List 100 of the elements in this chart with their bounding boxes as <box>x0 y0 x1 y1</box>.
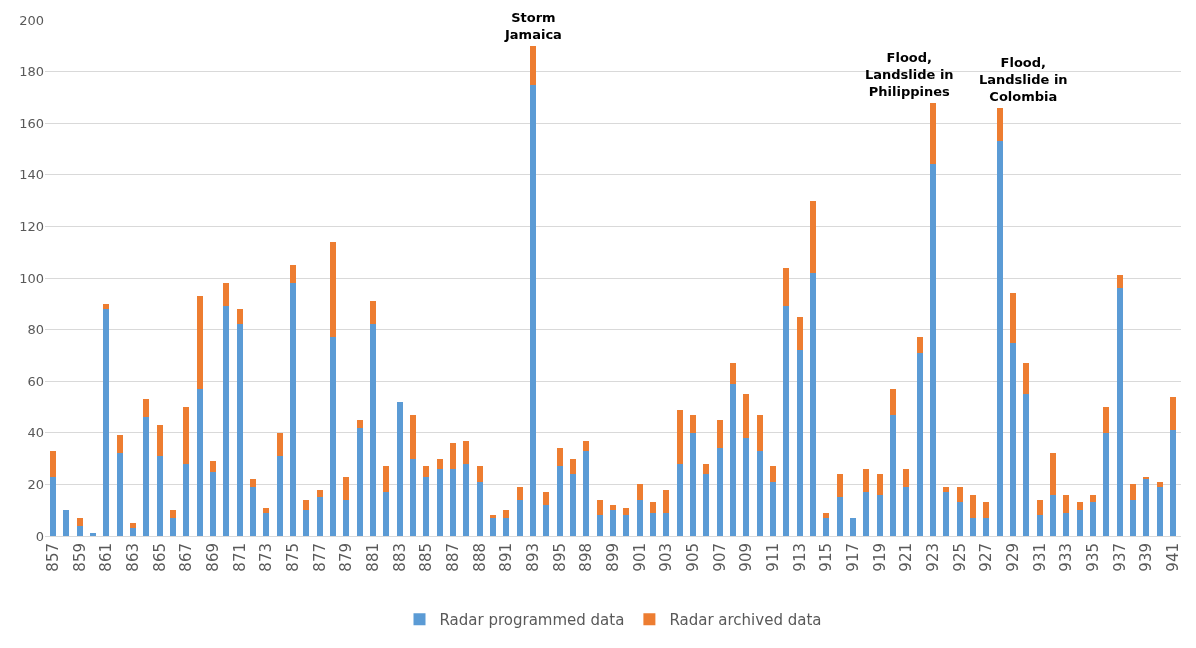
bar <box>503 510 510 518</box>
bar <box>116 453 123 536</box>
bar <box>1076 502 1083 511</box>
bar <box>450 443 456 469</box>
x-tick-label: 879 <box>337 543 356 572</box>
bar <box>676 463 683 536</box>
x-tick-label: 899 <box>603 543 622 572</box>
bar <box>183 407 190 464</box>
bar <box>383 466 390 493</box>
bar <box>730 383 736 536</box>
bar <box>316 497 323 536</box>
bar <box>1103 407 1110 433</box>
bar <box>1116 275 1123 289</box>
annotation: Flood, Landslide in Philippines <box>865 50 954 99</box>
bar <box>583 440 590 451</box>
x-tick-label: 911 <box>763 543 782 572</box>
bar <box>743 437 750 536</box>
y-tick-label: 100 <box>19 270 44 286</box>
x-tick-label: 898 <box>577 543 596 572</box>
x-tick-label: 861 <box>97 543 116 572</box>
bar <box>716 448 723 536</box>
bar <box>196 296 203 389</box>
y-tick-label: 160 <box>19 115 44 131</box>
bar <box>63 510 70 536</box>
bar <box>170 510 176 518</box>
bar <box>276 432 283 457</box>
x-tick-label: 893 <box>523 543 542 572</box>
bar <box>1063 494 1070 513</box>
bar <box>450 468 456 536</box>
y-tick-label: 0 <box>35 528 44 544</box>
bar <box>1116 288 1123 536</box>
bar <box>636 484 643 500</box>
bar <box>770 481 776 536</box>
bar <box>943 492 950 536</box>
bar <box>836 474 843 498</box>
bar <box>303 499 310 511</box>
bar <box>1063 512 1070 536</box>
x-tick-label: 869 <box>203 543 222 572</box>
bar <box>250 479 256 487</box>
bar <box>703 474 710 536</box>
bar <box>543 505 550 536</box>
bar <box>796 350 803 536</box>
bar <box>276 456 283 536</box>
bar <box>383 492 390 536</box>
x-tick-label: 925 <box>950 543 969 572</box>
bar <box>636 499 643 536</box>
y-tick-label: 180 <box>19 64 44 80</box>
bar <box>756 450 763 536</box>
bar <box>1050 453 1056 495</box>
legend-label: Radar archived data <box>669 611 822 630</box>
x-tick-label: 927 <box>977 543 996 572</box>
bar <box>223 306 230 536</box>
bar <box>196 388 203 536</box>
bar <box>463 440 470 464</box>
bar <box>210 461 216 472</box>
bar <box>1170 430 1176 536</box>
legend-label: Radar programmed data <box>439 611 625 630</box>
bar <box>530 45 536 85</box>
x-tick-label: 859 <box>70 543 89 572</box>
bar <box>103 303 110 309</box>
bar <box>863 492 870 536</box>
x-tick-label: 913 <box>790 543 809 572</box>
bar <box>330 337 336 536</box>
x-tick-label: 933 <box>1057 543 1076 572</box>
bar <box>370 301 376 325</box>
bar <box>650 512 656 536</box>
bar <box>570 458 576 475</box>
bar <box>956 486 963 503</box>
bar <box>890 388 896 415</box>
x-tick-label: 939 <box>1137 543 1156 572</box>
bar <box>916 337 923 353</box>
bar <box>116 435 123 454</box>
bar <box>770 466 776 482</box>
bar <box>983 517 990 536</box>
bar <box>610 505 616 511</box>
bar <box>823 517 830 536</box>
bar <box>703 463 710 475</box>
bar <box>370 324 376 536</box>
x-tick-label: 863 <box>123 543 142 572</box>
bar <box>50 450 56 477</box>
bar <box>996 107 1003 142</box>
bar <box>463 463 470 536</box>
bar <box>1156 481 1163 487</box>
bar <box>436 458 443 469</box>
bar <box>850 517 856 536</box>
x-tick-label: 941 <box>1163 543 1182 572</box>
x-tick-label: 867 <box>177 543 196 572</box>
bar <box>983 502 990 518</box>
bar <box>476 481 483 536</box>
y-tick-label: 140 <box>19 167 44 183</box>
bar <box>343 499 350 536</box>
bar <box>1156 486 1163 536</box>
bar <box>570 474 576 536</box>
x-tick-label: 885 <box>417 543 436 572</box>
bar <box>263 507 270 513</box>
bar <box>663 512 670 536</box>
bar <box>1090 502 1096 536</box>
bar <box>90 533 96 536</box>
bar <box>1023 363 1030 395</box>
bar <box>690 414 696 433</box>
